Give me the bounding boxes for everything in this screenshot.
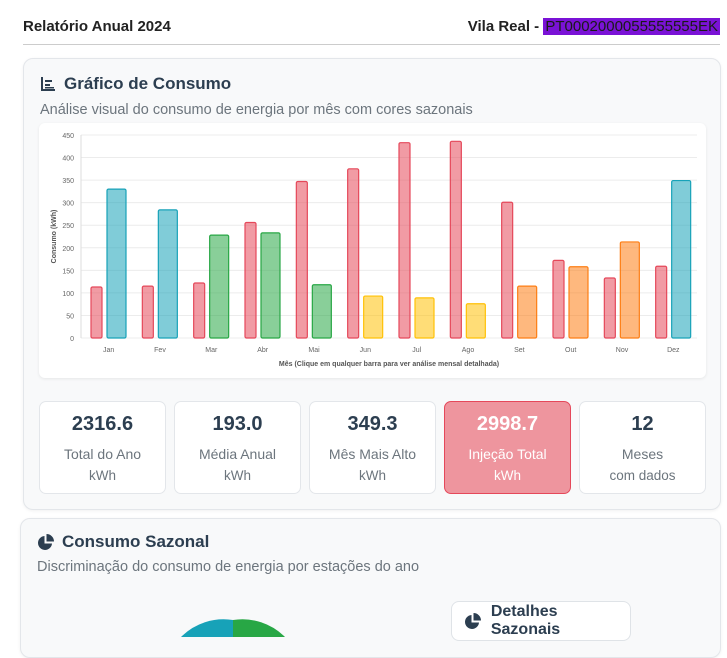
bar-consumption-Jun[interactable]: [363, 295, 384, 339]
stat-value: 12: [631, 413, 654, 435]
stat-unit: kWh: [494, 468, 521, 483]
stat-value: 2316.6: [71, 413, 134, 435]
x-tick-label: Fev: [154, 347, 166, 354]
bar-injection-Nov[interactable]: [603, 277, 616, 339]
title-text: Gráfico de Consumo: [64, 74, 232, 93]
stat-value: 2998.7: [476, 413, 539, 435]
pie-slice-winter[interactable]: [181, 619, 233, 637]
card-title: Consumo Sazonal: [37, 532, 209, 552]
bar-injection-Set[interactable]: [501, 201, 514, 339]
y-tick-label: 0: [70, 336, 74, 343]
seasonal-pie-chart[interactable]: [171, 617, 291, 637]
stat-value: 349.3: [347, 413, 398, 435]
stat-highest-month: 349.3 Mês Mais Alto kWh: [309, 401, 436, 494]
bar-consumption-Mar[interactable]: [209, 234, 230, 339]
y-axis-label: Consumo (kWh): [51, 210, 58, 264]
bar-injection-Ago[interactable]: [449, 140, 462, 339]
card-subtitle: Discriminação do consumo de energia por …: [37, 559, 420, 575]
x-tick-label: Ago: [462, 347, 475, 354]
stat-months: 12 Meses com dados: [579, 401, 706, 494]
pie-chart-icon: [465, 612, 481, 629]
bar-consumption-Ago[interactable]: [465, 303, 486, 339]
x-tick-label: Set: [514, 347, 525, 354]
stat-unit: com dados: [609, 468, 676, 483]
installation-label: Vila Real - PT0002000055555555EK: [468, 18, 720, 44]
bar-injection-Jun[interactable]: [347, 168, 360, 339]
pie-slice-spring[interactable]: [233, 619, 285, 637]
bar-injection-Mai[interactable]: [295, 180, 308, 339]
card-subtitle: Análise visual do consumo de energia por…: [40, 102, 473, 118]
stat-unit: kWh: [89, 468, 116, 483]
bar-consumption-Abr[interactable]: [260, 232, 281, 339]
location: Vila Real -: [467, 18, 544, 35]
x-tick-label: Nov: [616, 347, 629, 354]
bar-consumption-Mai[interactable]: [311, 284, 332, 339]
y-tick-label: 350: [62, 178, 74, 185]
stat-label: Média Anual: [198, 446, 277, 462]
bar-injection-Mar[interactable]: [193, 282, 206, 339]
seasonal-details-box: Detalhes Sazonais: [451, 601, 631, 641]
stats-row: 2316.6 Total do Ano kWh 193.0 Média Anual kW…: [39, 401, 706, 494]
stat-unit: kWh: [224, 468, 251, 483]
bar-chart-icon: [41, 77, 55, 91]
bar-injection-Dez[interactable]: [655, 265, 668, 339]
title-text: Consumo Sazonal: [62, 532, 210, 551]
report-header: Relatório Anual 2024 Vila Real - PT00020…: [23, 18, 720, 45]
y-tick-label: 150: [62, 268, 74, 275]
y-tick-label: 400: [62, 156, 74, 163]
bar-consumption-Set[interactable]: [517, 285, 538, 339]
pie-chart-icon: [38, 533, 54, 550]
bar-injection-Abr[interactable]: [244, 221, 257, 339]
stat-value: 193.0: [212, 413, 263, 435]
y-tick-label: 200: [62, 246, 74, 253]
x-tick-label: Jan: [103, 347, 114, 354]
bar-consumption-Out[interactable]: [568, 266, 589, 339]
y-tick-label: 50: [66, 313, 74, 320]
consumption-chart-card: Gráfico de Consumo Análise visual do con…: [23, 58, 721, 510]
x-tick-label: Mar: [205, 347, 218, 354]
y-tick-label: 250: [62, 223, 74, 230]
bar-consumption-Jan[interactable]: [106, 188, 127, 339]
chart-svg[interactable]: 0 50 100 150 200 250 300 350 400 450 Jan Fev Mar Abr M…: [39, 123, 706, 378]
card-title: Gráfico de Consumo: [40, 74, 231, 94]
stat-label: Total do Ano: [63, 446, 142, 462]
details-title: Detalhes Sazonais: [490, 603, 561, 638]
x-axis-label: Mês (Clique em qualquer barra para ver a…: [279, 361, 499, 368]
x-tick-label: Abr: [257, 347, 269, 354]
x-tick-label: Jul: [412, 347, 421, 354]
x-tick-label: Out: [565, 347, 576, 354]
bar-injection-Jul[interactable]: [398, 142, 411, 339]
bar-injection-Fev[interactable]: [141, 285, 154, 339]
monthly-consumption-chart[interactable]: 0 50 100 150 200 250 300 350 400 450 Jan Fev Mar Abr M…: [39, 123, 706, 378]
stat-injection[interactable]: 2998.7 Injeção Total kWh: [444, 401, 571, 494]
stat-total: 2316.6 Total do Ano kWh: [39, 401, 166, 494]
stat-average: 193.0 Média Anual kWh: [174, 401, 301, 494]
bar-injection-Out[interactable]: [552, 259, 565, 339]
y-tick-label: 100: [62, 291, 74, 298]
installation-code: PT0002000055555555EK: [543, 18, 720, 35]
bar-consumption-Jul[interactable]: [414, 297, 435, 339]
stat-label: Injeção Total: [468, 446, 547, 462]
x-tick-label: Dez: [667, 347, 680, 354]
stat-label: Mês Mais Alto: [328, 446, 417, 462]
bar-consumption-Dez[interactable]: [671, 179, 692, 339]
bar-consumption-Fev[interactable]: [157, 209, 178, 339]
seasonal-card: Consumo Sazonal Discriminação do consumo…: [20, 518, 721, 658]
bar-injection-Jan[interactable]: [90, 286, 103, 339]
x-tick-label: Jun: [360, 347, 371, 354]
report-title: Relatório Anual 2024: [23, 18, 171, 35]
y-tick-label: 300: [62, 201, 74, 208]
x-tick-label: Mai: [308, 347, 320, 354]
bar-consumption-Nov[interactable]: [619, 241, 640, 339]
y-tick-label: 450: [62, 133, 74, 140]
stat-label: Meses: [621, 446, 664, 462]
stat-unit: kWh: [359, 468, 386, 483]
